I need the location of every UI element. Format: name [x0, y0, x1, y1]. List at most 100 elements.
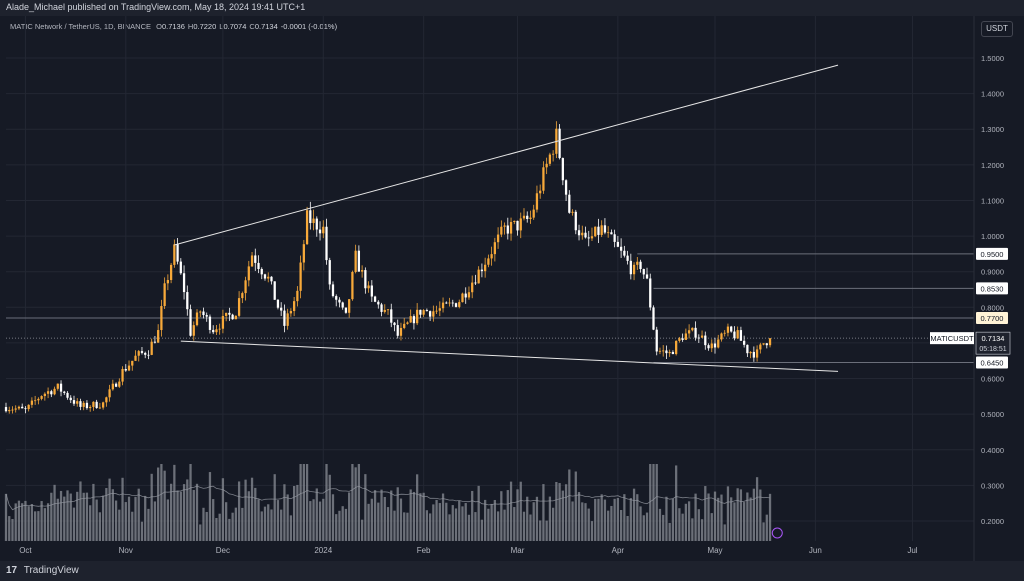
volume-bar: [30, 504, 34, 541]
candle-body: [425, 310, 429, 312]
candle-body: [428, 311, 432, 317]
candle-body: [441, 302, 445, 309]
candle-body: [293, 301, 296, 312]
candle-body: [542, 167, 545, 191]
volume-bar: [134, 496, 137, 541]
volume-bar: [535, 496, 539, 541]
volume-bar: [461, 506, 464, 541]
volume-bar: [325, 464, 328, 541]
volume-bar: [645, 512, 649, 541]
candle-body: [464, 293, 467, 298]
time-tick: Jun: [809, 546, 822, 555]
volume-bar: [406, 512, 409, 541]
candle-body: [503, 225, 506, 227]
candle-body: [157, 330, 160, 343]
candle-body: [312, 218, 315, 224]
volume-bar: [629, 498, 632, 541]
volume-bar: [555, 481, 558, 541]
volume-bar: [655, 464, 658, 541]
volume-bar: [571, 501, 574, 541]
volume-bar: [445, 502, 448, 541]
volume-bar: [509, 481, 513, 541]
volume-bar: [98, 512, 102, 541]
candle-body: [250, 255, 254, 267]
time-axis: Oct Nov Dec 2024 Feb Mar Apr May Jun Jul: [19, 546, 918, 555]
volume-bar: [66, 490, 69, 541]
time-tick: Oct: [19, 546, 32, 555]
candle-body: [493, 242, 496, 255]
volume-bar: [127, 496, 131, 541]
volume-bars: [4, 464, 772, 541]
candle-body: [85, 402, 89, 409]
candle-body: [577, 230, 581, 236]
level-label-bg: [976, 247, 1008, 260]
candle-body: [21, 406, 24, 409]
candle-body: [736, 330, 739, 339]
volume-bar: [671, 498, 675, 541]
candle-body: [759, 344, 762, 350]
candle-body: [432, 311, 435, 317]
volume-bar: [354, 467, 357, 541]
price-tick: 0.3000: [981, 481, 1004, 490]
volume-bar: [179, 491, 182, 541]
volume-bar: [658, 508, 662, 541]
candle-body: [202, 311, 205, 316]
volume-bar: [267, 504, 270, 541]
candle-body: [98, 407, 102, 409]
candle-body: [267, 276, 270, 279]
time-tick: Feb: [417, 546, 431, 555]
volume-bar: [551, 507, 555, 541]
volume-bar: [516, 489, 519, 541]
candle-body: [471, 282, 474, 293]
volume-bar: [169, 483, 173, 541]
volume-bar: [681, 513, 684, 541]
volume-bar: [561, 490, 564, 541]
candle-body: [273, 281, 276, 300]
currency-button[interactable]: USDT: [981, 21, 1013, 37]
candle-body: [131, 360, 134, 366]
volume-bar: [59, 490, 63, 541]
candle-body: [619, 246, 623, 251]
level-label: 0.7700: [981, 314, 1004, 323]
volume-bar: [393, 510, 396, 541]
volume-bar: [228, 518, 231, 541]
candle-body: [746, 344, 749, 354]
candle-body: [341, 302, 344, 308]
volume-bar: [237, 481, 241, 541]
candle-body: [551, 153, 555, 155]
candle-body: [694, 327, 697, 338]
volume-bar: [665, 496, 668, 541]
candle-body: [720, 333, 723, 340]
volume-bar: [56, 498, 59, 541]
volume-bar: [503, 509, 506, 541]
candle-body: [704, 335, 707, 346]
volume-bar: [186, 479, 189, 541]
volume-bar: [458, 501, 461, 541]
price-tick: 0.8000: [981, 303, 1004, 312]
candle-body: [509, 221, 513, 234]
volume-bar: [182, 484, 186, 541]
volume-bar: [733, 502, 736, 541]
candle-body: [114, 383, 118, 387]
candle-body: [344, 307, 348, 313]
tradingview-brand[interactable]: 17 TradingView: [6, 565, 79, 576]
candle-body: [675, 340, 678, 355]
volume-bar: [247, 491, 250, 541]
volume-bar: [163, 470, 166, 541]
candle-body: [743, 340, 746, 345]
candle-body: [726, 326, 730, 333]
price-tick: 0.6000: [981, 375, 1004, 384]
candle-body: [173, 244, 176, 265]
volume-bar: [642, 515, 645, 541]
volume-bar: [623, 494, 626, 541]
candle-body: [383, 309, 386, 312]
candle-body: [254, 255, 257, 263]
candle-body: [574, 211, 577, 231]
price-tick: 1.3000: [981, 125, 1004, 134]
volume-bar: [263, 506, 267, 541]
candle-body: [367, 285, 370, 289]
candle-body: [687, 330, 691, 334]
volume-bar: [768, 493, 772, 541]
candle-body: [568, 194, 571, 213]
price-chart[interactable]: 1.5000 1.4000 1.3000 1.2000 1.1000 1.0000 0.90…: [0, 16, 1024, 561]
